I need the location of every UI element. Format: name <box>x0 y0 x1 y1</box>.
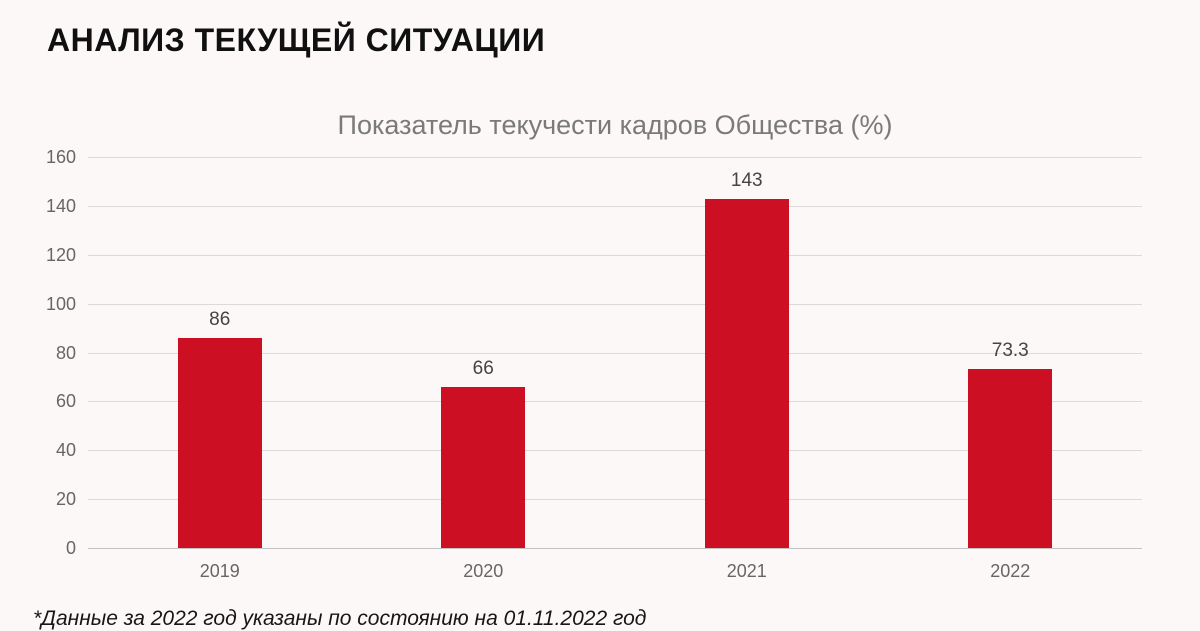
x-tick-label: 2022 <box>990 561 1031 581</box>
gridline <box>88 205 1142 207</box>
y-tick-label: 80 <box>55 342 76 363</box>
y-tick-label: 20 <box>55 489 76 510</box>
y-tick-label: 0 <box>65 538 76 558</box>
bar-2022 <box>968 368 1053 548</box>
y-tick-label: 140 <box>45 195 76 216</box>
bar-value-label: 66 <box>472 357 494 379</box>
gridline <box>88 157 1142 158</box>
y-tick-label: 120 <box>45 244 76 265</box>
gridline <box>88 450 1142 452</box>
gridline <box>88 254 1142 256</box>
bar-value-label: 86 <box>209 308 231 330</box>
chart-title: Показатель текучести кадров Общества (%) <box>337 110 893 140</box>
gridline <box>88 303 1142 305</box>
footnote: *Данные за 2022 год указаны по состоянию… <box>33 607 647 630</box>
x-axis-line <box>88 548 1142 549</box>
y-tick-label: 160 <box>45 147 76 167</box>
y-tick-label: 40 <box>55 440 76 461</box>
gridline <box>88 499 1142 501</box>
bar-value-label: 73.3 <box>991 339 1029 361</box>
gridline <box>88 401 1142 403</box>
x-tick-label: 2020 <box>463 561 504 581</box>
x-tick-label: 2021 <box>726 561 767 581</box>
bar-2021 <box>704 198 789 548</box>
bar-2019 <box>177 337 262 548</box>
y-tick-label: 60 <box>55 391 76 412</box>
y-tick-label: 100 <box>45 293 76 314</box>
slide-title: АНАЛИЗ ТЕКУЩЕЙ СИТУАЦИИ <box>47 22 546 58</box>
bar-value-label: 143 <box>730 169 763 191</box>
gridline <box>88 352 1142 354</box>
x-tick-label: 2019 <box>199 561 240 581</box>
bar-2020 <box>441 386 526 548</box>
